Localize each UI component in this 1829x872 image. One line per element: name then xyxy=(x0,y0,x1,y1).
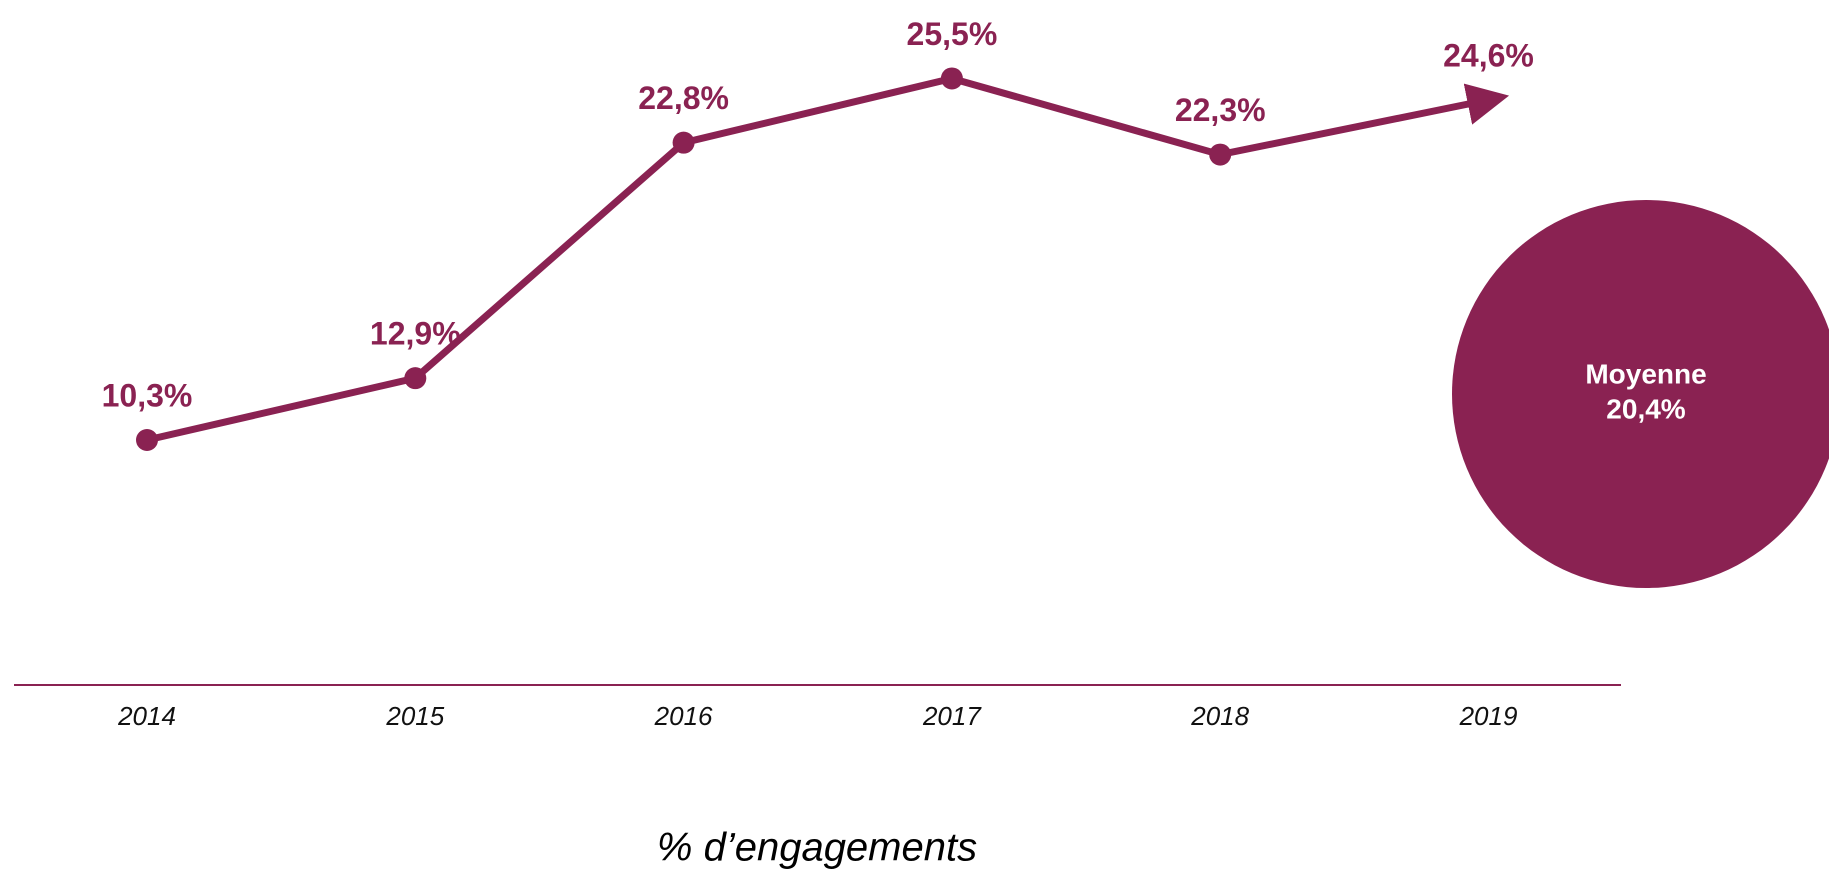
x-tick-label: 2019 xyxy=(1459,701,1518,731)
chart-title: % d’engagements xyxy=(657,826,977,870)
x-tick-label: 2017 xyxy=(922,701,982,731)
point xyxy=(136,429,158,452)
point xyxy=(1209,143,1232,166)
data-label: 12,9% xyxy=(370,316,461,352)
data-label: 22,3% xyxy=(1175,92,1266,128)
point xyxy=(672,131,695,154)
average-value: 20,4% xyxy=(1606,393,1685,424)
x-tick-label: 2014 xyxy=(117,701,176,731)
data-label: 10,3% xyxy=(102,377,193,413)
average-label: Moyenne xyxy=(1585,358,1706,389)
x-tick-label: 2018 xyxy=(1190,701,1249,731)
data-label: 25,5% xyxy=(907,16,998,52)
point xyxy=(940,67,963,90)
average-bubble xyxy=(1452,200,1829,588)
x-tick-label: 2015 xyxy=(385,701,444,731)
point xyxy=(404,367,427,390)
data-label: 24,6% xyxy=(1443,37,1534,73)
line xyxy=(146,74,1510,444)
x-tick-label: 2016 xyxy=(654,701,713,731)
data-label: 22,8% xyxy=(638,80,729,116)
